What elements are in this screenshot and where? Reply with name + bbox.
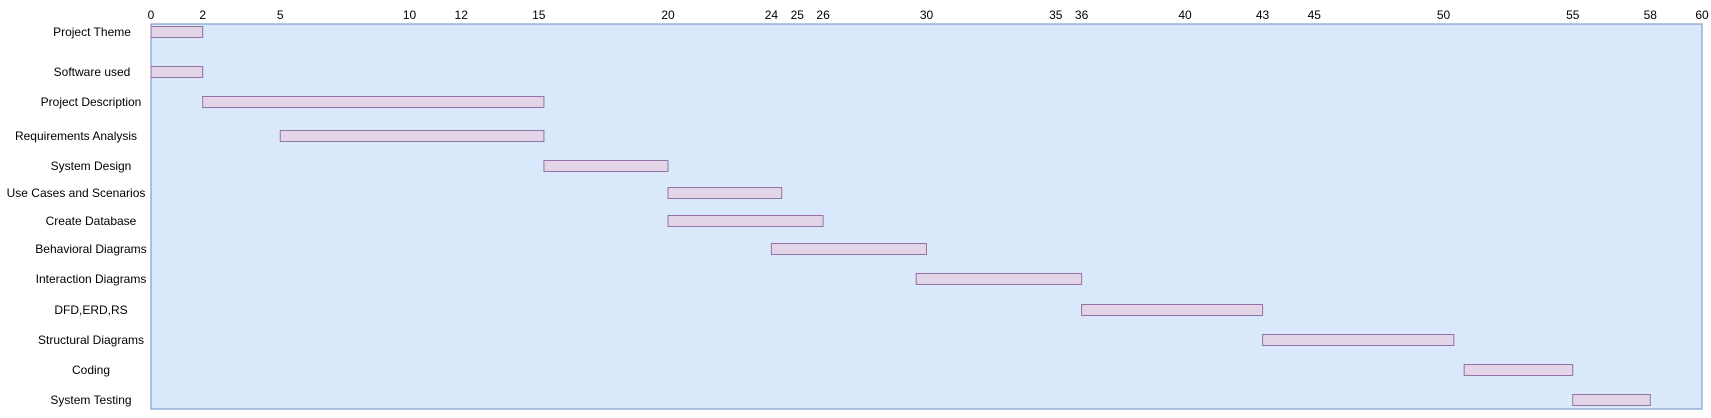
x-tick-label: 55 [1566,8,1580,22]
task-bar [667,187,783,199]
task-bar [1463,364,1574,376]
task-label: Coding [72,363,110,377]
task-bar [915,273,1083,285]
x-tick-label: 50 [1437,8,1451,22]
task-bar [667,215,824,227]
x-tick-label: 58 [1644,8,1658,22]
task-bar [1262,334,1455,346]
task-labels: Project Theme Software used Project Descri… [7,25,147,407]
task-bar [770,243,928,255]
task-label: System Design [51,159,132,173]
task-label: Project Description [41,95,142,109]
x-axis-ticks: 0 2 5 10 12 15 20 24 25 26 30 35 36 40 43 45 50 55 58 60 [148,8,1709,22]
x-tick-label: 45 [1308,8,1322,22]
task-bar [1572,394,1651,406]
x-tick-label: 15 [532,8,546,22]
x-tick-label: 5 [277,8,284,22]
task-label: Software used [54,65,131,79]
x-tick-label: 10 [403,8,417,22]
task-bar [150,26,204,38]
x-tick-label: 2 [199,8,206,22]
task-bar [543,160,669,172]
task-label: Behavioral Diagrams [35,242,146,256]
x-tick-label: 40 [1178,8,1192,22]
x-tick-label: 36 [1075,8,1089,22]
x-tick-label: 24 [765,8,779,22]
x-tick-label: 0 [148,8,155,22]
task-bars [150,26,1651,406]
x-tick-label: 35 [1049,8,1063,22]
task-label: Structural Diagrams [38,333,144,347]
task-bar [279,130,545,142]
x-tick-label: 12 [455,8,469,22]
task-bar [150,66,204,78]
task-bar [202,96,545,108]
x-tick-label: 20 [661,8,675,22]
x-tick-label: 60 [1695,8,1709,22]
task-label: Create Database [46,214,137,228]
x-tick-label: 25 [791,8,805,22]
x-tick-label: 30 [920,8,934,22]
x-tick-label: 26 [816,8,830,22]
task-label: Interaction Diagrams [36,272,147,286]
plot-area [150,23,1703,410]
task-label: DFD,ERD,RS [54,303,127,317]
task-label: System Testing [50,393,131,407]
task-label: Use Cases and Scenarios [7,186,146,200]
task-label: Project Theme [53,25,131,39]
task-label: Requirements Analysis [15,129,137,143]
task-bar [1081,304,1264,316]
x-tick-label: 43 [1256,8,1270,22]
